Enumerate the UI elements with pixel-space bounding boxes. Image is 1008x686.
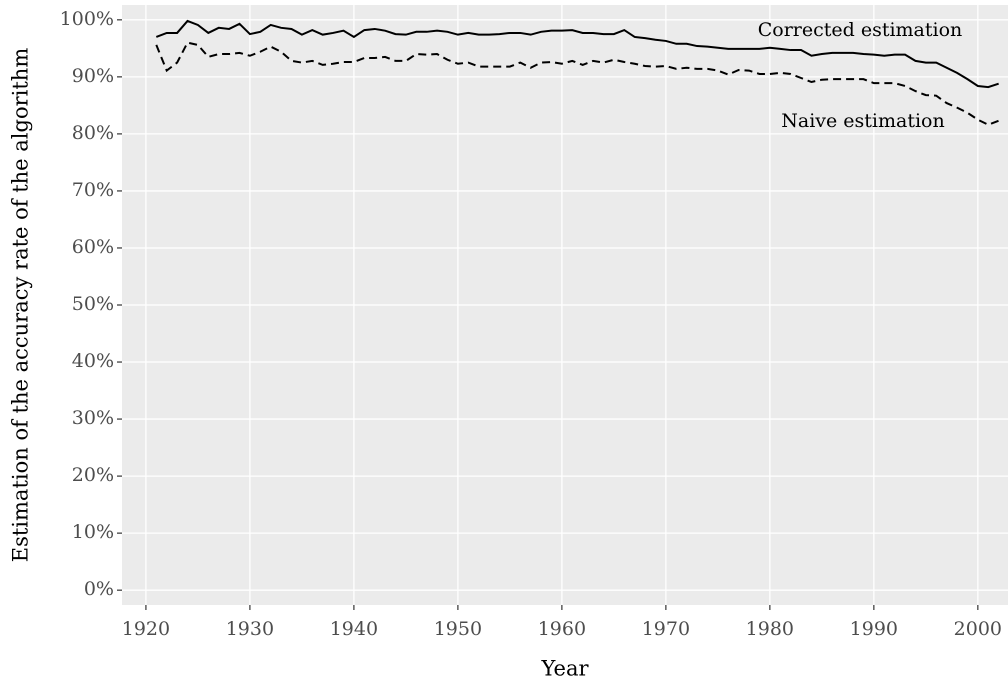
line-series [155,41,999,126]
x-tick-label: 1980 [746,618,794,640]
line-series [155,19,999,89]
x-axis-title: Year [540,657,589,681]
x-tick-label: 1930 [226,618,274,640]
x-tick-label: 1920 [122,618,170,640]
y-tick-label: 40% [72,350,114,372]
y-tick-label: 100% [60,8,114,30]
x-tick-label: 2000 [954,618,1002,640]
y-tick-label: 20% [72,464,114,486]
y-tick-label: 50% [72,293,114,315]
y-tick-label: 70% [72,179,114,201]
annotation: Naive estimation [781,110,945,132]
annotation: Corrected estimation [758,19,963,41]
y-tick-label: 60% [72,236,114,258]
x-tick-label: 1990 [850,618,898,640]
x-tick-label: 1960 [538,618,586,640]
x-tick-label: 1940 [330,618,378,640]
x-tick-label: 1950 [434,618,482,640]
y-tick-label: 30% [72,407,114,429]
y-tick-label: 80% [72,122,114,144]
x-tick-label: 1970 [642,618,690,640]
y-axis-title: Estimation of the accuracy rate of the a… [9,48,33,563]
y-tick-label: 0% [84,578,114,600]
y-tick-label: 10% [72,521,114,543]
y-tick-label: 90% [72,65,114,87]
